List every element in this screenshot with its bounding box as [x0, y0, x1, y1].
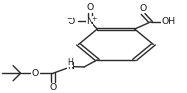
Text: O: O [140, 4, 147, 13]
Text: +: + [92, 16, 97, 22]
Text: H: H [67, 58, 73, 67]
Text: −: − [67, 16, 73, 22]
Text: N: N [67, 62, 73, 71]
Text: N: N [86, 17, 93, 26]
Text: O: O [86, 3, 93, 12]
Text: OH: OH [161, 17, 175, 26]
Text: O: O [68, 17, 75, 26]
Text: O: O [31, 69, 38, 78]
Text: O: O [50, 83, 57, 92]
